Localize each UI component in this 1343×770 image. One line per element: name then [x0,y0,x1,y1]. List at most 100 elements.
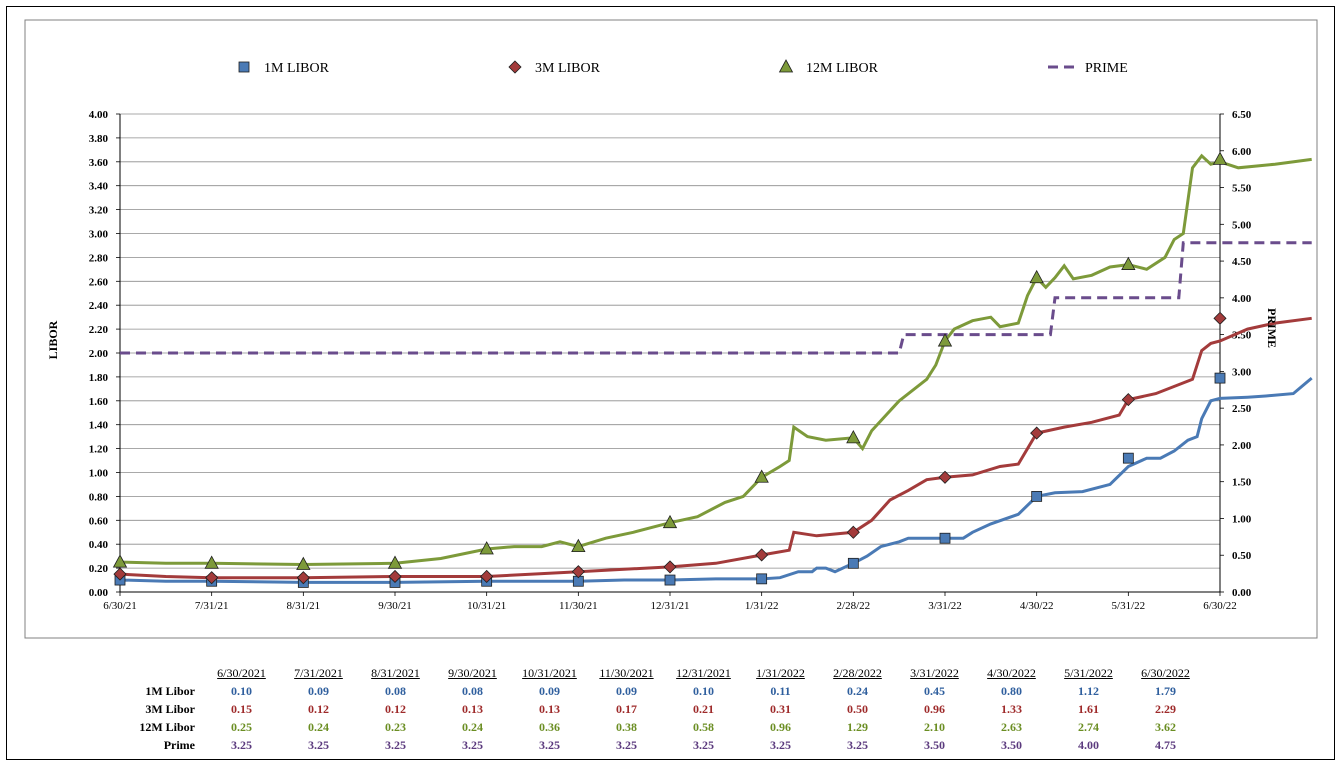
table-cell: 2.74 [1078,719,1099,734]
marker-1m-libor [847,557,859,569]
table-cell: 3.25 [385,737,406,752]
table-column-header: 4/30/2022 [987,665,1036,680]
legend-label: 1M LIBOR [264,61,330,76]
table-row: 1M Libor 0.10 0.09 0.08 0.08 0.09 0.09 0.10 0.11… [125,682,1204,700]
table-cell: 0.23 [385,719,406,734]
series-line-prime [120,241,1312,355]
table-column-header: 11/30/2021 [599,665,654,680]
x-tick-label: 9/30/21 [378,600,412,612]
table-cell: 0.10 [231,683,252,698]
y-left-tick-label: 3.00 [89,229,109,241]
table-row: Prime 3.25 3.25 3.25 3.25 3.25 3.25 3.25 3.25 3.2… [125,736,1204,754]
marker-12m-libor [1029,269,1044,284]
legend: 1M LIBOR 3M LIBOR 12M LIBOR PRIME [238,59,1128,76]
table-cell: 1.12 [1078,683,1099,698]
table-column-header: 6/30/2022 [1141,665,1190,680]
y-left-tick-label: 0.40 [89,539,109,551]
marker-3m-libor [1213,311,1227,325]
table-cell: 3.62 [1155,719,1176,734]
y-left-tick-label: 2.80 [89,252,109,264]
table-column-header: 5/31/2022 [1064,665,1113,680]
marker-12m-libor [1121,256,1136,270]
table-cell: 0.11 [770,683,791,698]
marker-12m-libor [387,555,403,569]
table-cell: 1.61 [1078,701,1099,716]
rates-table: 6/30/2021 7/31/2021 8/31/2021 9/30/2021 10/3… [125,664,1204,754]
table-cell: 0.58 [693,719,714,734]
y-left-tick-label: 2.20 [89,324,109,336]
table-column-header: 12/31/2021 [676,665,731,680]
legend-item: PRIME [1048,61,1128,76]
table-cell: 0.08 [462,683,483,698]
y-left-tick-label: 3.60 [89,157,109,169]
table-cell: 0.36 [539,719,560,734]
table-column-header: 10/31/2021 [522,665,577,680]
table-column-header: 8/31/2021 [371,665,420,680]
table-cell: 1.79 [1155,683,1176,698]
table-cell: 3.25 [770,737,791,752]
y-right-tick-label: 2.50 [1232,403,1252,415]
y-left-tick-label: 1.40 [89,420,109,432]
marker-12m-libor [662,514,678,529]
marker-1m-libor [1214,372,1226,384]
legend-item: 12M LIBOR [778,59,879,76]
table-column-header: 6/30/2021 [217,665,266,680]
table-cell: 2.10 [924,719,945,734]
table-column-header: 3/31/2022 [910,665,959,680]
y-left-tick-label: 0.80 [89,491,109,503]
legend-item: 3M LIBOR [508,60,601,76]
marker-1m-libor [756,573,768,585]
marker-3m-libor [1121,393,1135,407]
y-left-tick-label: 1.60 [89,396,109,408]
y-right-tick-label: 6.50 [1232,109,1252,121]
chart-area-border [24,19,1318,639]
table-cell: 4.75 [1155,737,1176,752]
marker-3m-libor [1030,426,1044,440]
y-right-tick-label: 4.00 [1232,293,1252,305]
marker-1m-libor [1031,490,1043,502]
table-cell: 0.50 [847,701,868,716]
axes: 0.00 0.20 0.40 0.60 0.80 1.00 1.20 1.40 1.60 1.80… [89,109,1252,612]
table-header-row: 6/30/2021 7/31/2021 8/31/2021 9/30/2021 10/3… [125,664,1204,682]
table-row-label: 3M Libor [145,701,195,716]
marker-3m-libor [388,569,402,584]
table-cell: 0.15 [231,701,252,716]
table-row: 12M Libor 0.25 0.24 0.23 0.24 0.36 0.38 0.58 0.9… [125,718,1204,736]
series-line-3m-libor [119,316,1312,580]
y-right-tick-label: 6.00 [1232,146,1252,158]
y-right-tick-label: 0.00 [1232,587,1252,599]
report-frame [6,6,1335,760]
table-cell: 3.25 [616,737,637,752]
series-markers [112,151,1228,588]
marker-12m-libor [846,430,861,444]
legend-marker-diamond [508,60,522,74]
table-cell: 0.24 [308,719,329,734]
table-cell: 0.38 [616,719,637,734]
table-cell: 0.12 [385,701,406,716]
table-cell: 0.25 [231,719,252,734]
y-right-tick-label: 5.50 [1232,183,1252,195]
table-column-header: 1/31/2022 [756,665,805,680]
table-cell: 3.50 [924,737,945,752]
y-axis-right-label: PRIME [1265,308,1279,348]
y-right-tick-label: 1.00 [1232,513,1252,525]
x-tick-label: 12/31/21 [650,600,689,612]
table-cell: 0.17 [616,701,637,716]
table-row: 3M Libor 0.15 0.12 0.12 0.13 0.13 0.17 0.21 0.31… [125,700,1204,718]
table-cell: 3.25 [308,737,329,752]
table-cell: 2.29 [1155,701,1176,716]
marker-1m-libor [939,532,951,544]
libor-prime-chart: 0.00 0.20 0.40 0.60 0.80 1.00 1.20 1.40 1.60 1.80… [24,19,1318,639]
legend-label: 3M LIBOR [535,61,601,76]
table-cell: 0.09 [308,683,329,698]
marker-3m-libor [480,569,494,584]
table-cell: 0.09 [616,683,637,698]
legend-item: 1M LIBOR [238,61,330,76]
marker-3m-libor [205,571,219,585]
x-tick-label: 10/31/21 [467,600,506,612]
table-cell: 0.24 [847,683,868,698]
table-cell: 0.13 [539,701,560,716]
table-column-header: 9/30/2021 [448,665,497,680]
y-left-tick-label: 1.80 [89,372,109,384]
y-left-tick-label: 1.00 [89,468,109,480]
